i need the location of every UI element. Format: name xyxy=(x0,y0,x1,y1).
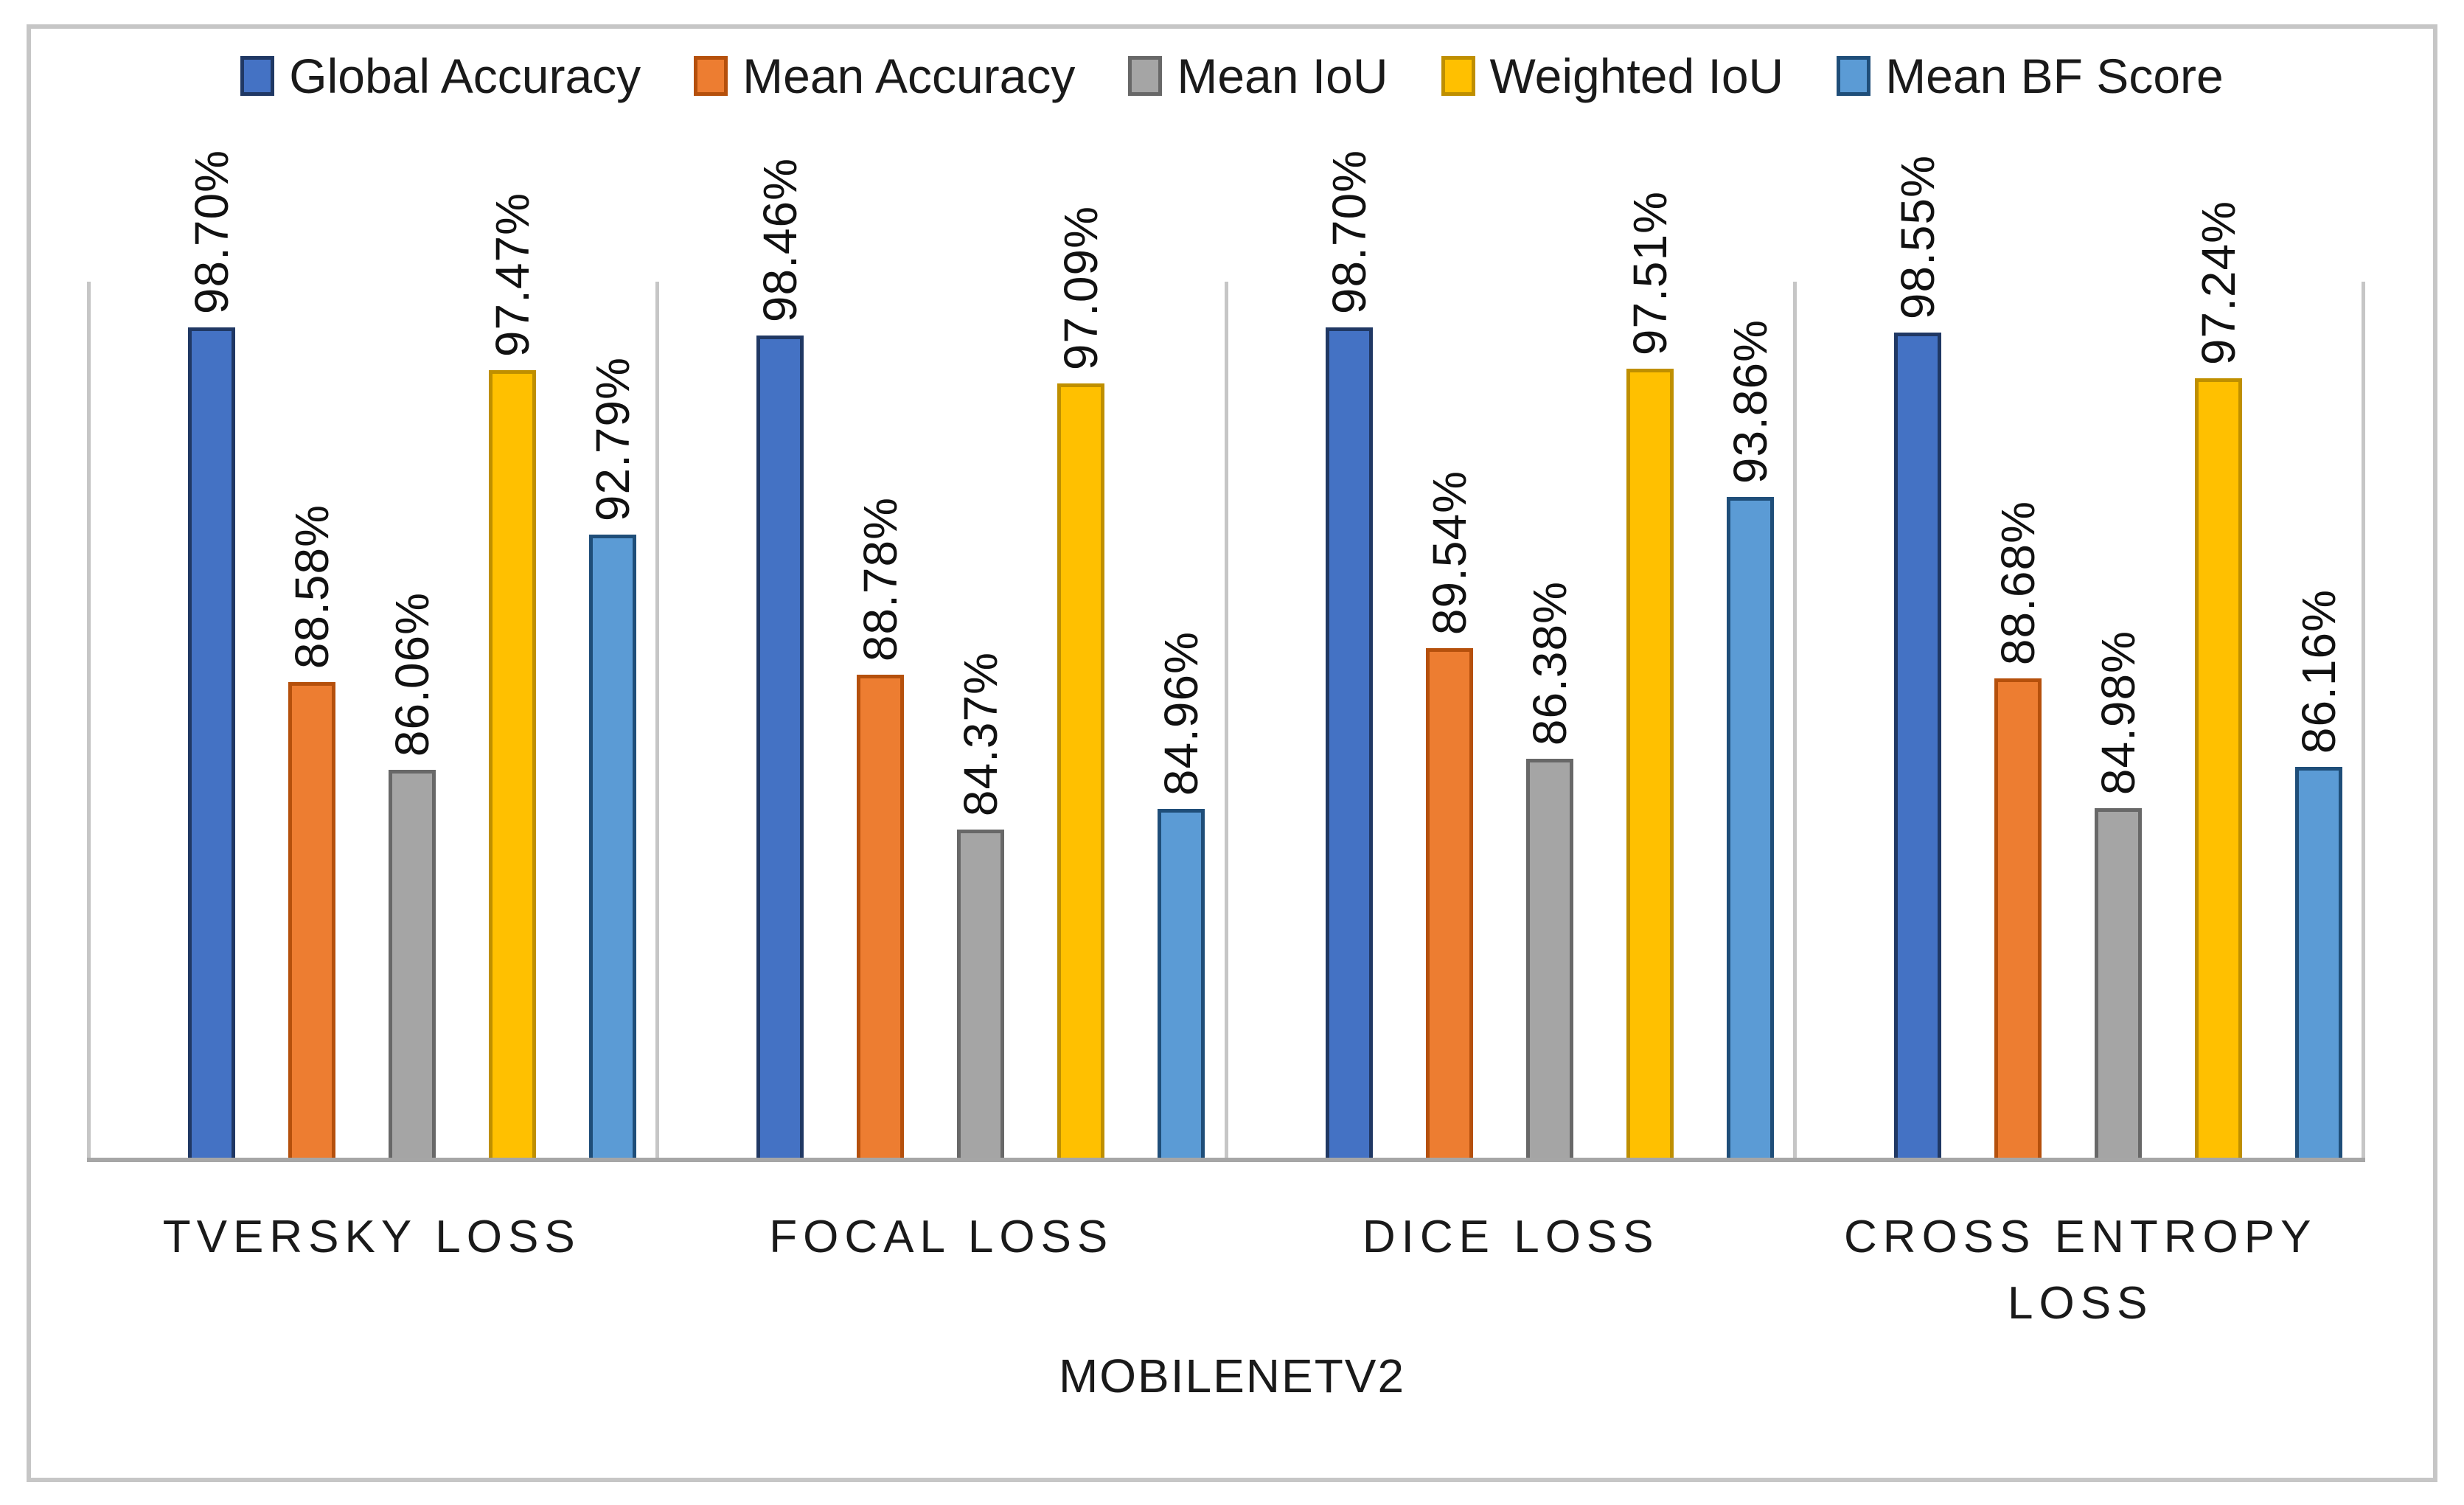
bar-value-label: 97.09% xyxy=(1054,206,1108,371)
legend-label: Mean IoU xyxy=(1177,49,1388,103)
chart-figure: Global Accuracy Mean Accuracy Mean IoU Weig… xyxy=(27,24,2437,1482)
bar-slot: 97.09% xyxy=(1054,206,1107,1158)
bar-value-label: 88.68% xyxy=(1991,500,2044,665)
legend-label: Global Accuracy xyxy=(289,49,641,103)
legend-swatch-icon xyxy=(240,56,275,97)
bar-slot: 98.46% xyxy=(754,158,807,1158)
legend-label: Weighted IoU xyxy=(1489,49,1784,103)
bar-slot: 97.51% xyxy=(1623,191,1677,1158)
bar-group-dice-loss: 98.70% 89.54% 86.38% 97.51% 93.86% xyxy=(1224,150,1793,1158)
bar-group-focal-loss: 98.46% 88.78% 84.37% 97.09% 84.96% xyxy=(655,158,1224,1158)
legend-label: Mean Accuracy xyxy=(742,49,1076,103)
bar-slot: 88.68% xyxy=(1991,282,2044,1158)
bar-slot: 97.24% xyxy=(2192,201,2245,1158)
bar-slot: 98.55% xyxy=(1891,155,1944,1158)
bar-slot: 97.47% xyxy=(486,192,539,1158)
bar-weighted-iou-cross-entropy-loss xyxy=(2194,378,2242,1158)
bar-mean-iou-dice-loss xyxy=(1525,759,1573,1158)
bar-slot: 86.38% xyxy=(1522,282,1576,1158)
bar-value-label: 84.96% xyxy=(1155,630,1208,796)
legend-item-weighted-iou: Weighted IoU xyxy=(1441,49,1784,103)
bar-mean-bf-score-cross-entropy-loss xyxy=(2294,766,2342,1158)
bar-value-label: 84.98% xyxy=(2091,630,2145,795)
bar-value-label: 86.38% xyxy=(1522,581,1576,746)
bar-slot: 93.86% xyxy=(1723,282,1777,1158)
bar-slot: 84.96% xyxy=(1155,282,1208,1158)
category-axis: TVERSKY LOSS FOCAL LOSS DICE LOSS CROSS ENT… xyxy=(87,1204,2365,1337)
bar-weighted-iou-tversky-loss xyxy=(489,370,536,1158)
category-label-focal-loss: FOCAL LOSS xyxy=(769,1212,1114,1262)
bar-global-accuracy-dice-loss xyxy=(1325,327,1373,1158)
bar-weighted-iou-focal-loss xyxy=(1057,383,1105,1158)
bar-value-label: 88.58% xyxy=(285,504,338,669)
category-label-cross-entropy-loss: CROSS ENTROPY LOSS xyxy=(1844,1212,2317,1329)
legend-swatch-icon xyxy=(1128,56,1163,97)
bar-weighted-iou-dice-loss xyxy=(1626,369,1674,1158)
bar-global-accuracy-tversky-loss xyxy=(188,327,235,1158)
legend-item-global-accuracy: Global Accuracy xyxy=(240,49,641,103)
bar-slot: 89.54% xyxy=(1422,282,1476,1158)
bar-value-label: 98.70% xyxy=(185,149,238,314)
bar-mean-accuracy-dice-loss xyxy=(1425,648,1473,1158)
bar-slot: 84.98% xyxy=(2091,282,2145,1158)
bar-mean-accuracy-focal-loss xyxy=(857,675,905,1158)
bar-mean-iou-focal-loss xyxy=(957,829,1005,1158)
bar-group-cross-entropy-loss: 98.55% 88.68% 84.98% 97.24% 86.16% xyxy=(1792,155,2365,1158)
bar-value-label: 97.24% xyxy=(2191,201,2245,366)
bar-global-accuracy-cross-entropy-loss xyxy=(1893,332,1941,1158)
legend-item-mean-accuracy: Mean Accuracy xyxy=(694,49,1075,103)
bar-value-label: 97.47% xyxy=(486,192,539,358)
bar-mean-bf-score-tversky-loss xyxy=(589,534,636,1158)
bar-value-label: 84.37% xyxy=(954,651,1008,816)
bar-value-label: 93.86% xyxy=(1723,319,1777,484)
bar-value-label: 98.55% xyxy=(1890,154,1944,319)
bar-slot: 98.70% xyxy=(185,150,238,1158)
bar-value-label: 86.06% xyxy=(386,592,439,757)
legend-item-mean-iou: Mean IoU xyxy=(1128,49,1388,103)
legend-swatch-icon xyxy=(1441,56,1475,97)
bar-value-label: 89.54% xyxy=(1422,470,1476,636)
legend-label: Mean BF Score xyxy=(1885,49,2224,103)
bar-slot: 88.78% xyxy=(854,282,908,1158)
category-label-dice-loss: DICE LOSS xyxy=(1362,1212,1660,1262)
bar-slot: 92.79% xyxy=(586,282,639,1158)
bar-value-label: 92.79% xyxy=(586,356,639,521)
bar-group-tversky-loss: 98.70% 88.58% 86.06% 97.47% 92.79% xyxy=(87,150,655,1158)
bar-slot: 86.06% xyxy=(386,282,439,1158)
bar-mean-bf-score-focal-loss xyxy=(1158,808,1205,1158)
legend-item-mean-bf-score: Mean BF Score xyxy=(1837,49,2224,103)
bar-global-accuracy-focal-loss xyxy=(756,336,804,1158)
bar-slot: 86.16% xyxy=(2291,282,2345,1158)
category-label-tversky-loss: TVERSKY LOSS xyxy=(162,1212,581,1262)
bar-value-label: 98.46% xyxy=(754,158,807,323)
bar-value-label: 97.51% xyxy=(1623,191,1677,356)
bar-mean-bf-score-dice-loss xyxy=(1726,496,1774,1158)
bar-mean-accuracy-tversky-loss xyxy=(288,681,335,1158)
chart-legend: Global Accuracy Mean Accuracy Mean IoU Weig… xyxy=(31,49,2433,103)
plot-area: 98.70% 88.58% 86.06% 97.47% 92.79% 98.46% 88.7… xyxy=(87,150,2365,1162)
bar-mean-iou-tversky-loss xyxy=(389,770,436,1158)
legend-swatch-icon xyxy=(694,56,728,97)
bar-slot: 98.70% xyxy=(1323,150,1376,1158)
bar-value-label: 86.16% xyxy=(2291,588,2345,754)
bar-value-label: 98.70% xyxy=(1322,149,1376,314)
axis-title: MOBILENETV2 xyxy=(1058,1349,1406,1403)
bar-mean-accuracy-cross-entropy-loss xyxy=(1994,678,2042,1158)
bar-value-label: 88.78% xyxy=(854,497,908,662)
bar-mean-iou-cross-entropy-loss xyxy=(2094,807,2142,1158)
bar-slot: 88.58% xyxy=(285,282,338,1158)
legend-swatch-icon xyxy=(1837,56,1871,97)
bar-slot: 84.37% xyxy=(954,282,1008,1158)
